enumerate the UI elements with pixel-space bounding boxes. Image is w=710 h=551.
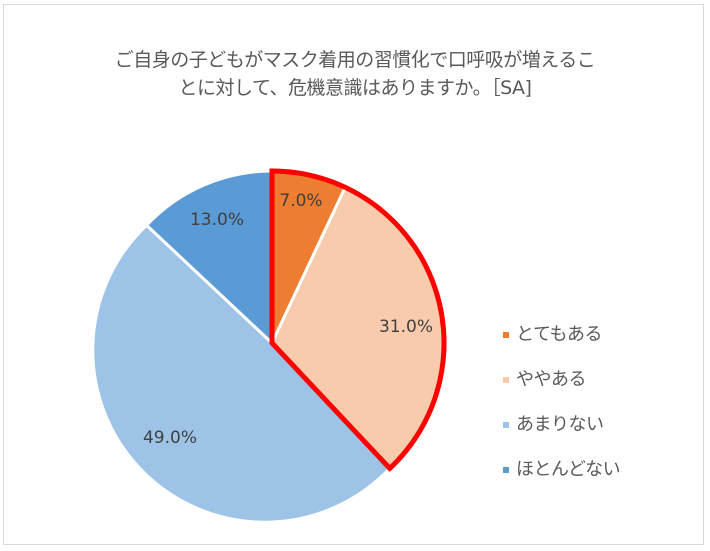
- legend-item-hotondo-nai[interactable]: ほとんどない: [503, 457, 621, 502]
- chart-title-line-1: ご自身の子どもがマスク着用の習慣化で口呼吸が増えるこ: [114, 49, 596, 71]
- legend: とてもある ややある あまりない ほとんどない: [503, 322, 621, 502]
- chart-title: ご自身の子どもがマスク着用の習慣化で口呼吸が増えるこ とに対して、危機意識はあり…: [0, 46, 710, 102]
- data-label-totemo-aru: 7.0%: [279, 191, 322, 211]
- legend-swatch-icon: [503, 377, 509, 383]
- chart-title-line-2: とに対して、危機意識はありますか。［SA]: [178, 77, 532, 99]
- highlight-outline: [269, 168, 447, 472]
- legend-swatch-icon: [503, 467, 509, 473]
- data-label-yaya-aru: 31.0%: [379, 317, 433, 337]
- data-label-hotondo-nai: 13.0%: [190, 210, 244, 230]
- pie-slice-hotondo-nai[interactable]: [145, 169, 274, 345]
- pie-slice-amari-nai[interactable]: [91, 223, 392, 524]
- legend-item-amari-nai[interactable]: あまりない: [503, 412, 620, 457]
- legend-label: ややある: [516, 369, 587, 390]
- legend-swatch-icon: [503, 332, 509, 338]
- legend-label: あまりない: [516, 414, 604, 435]
- legend-swatch-icon: [503, 422, 509, 428]
- legend-item-yaya-aru[interactable]: ややある: [503, 367, 620, 412]
- legend-label: とてもある: [516, 324, 603, 345]
- legend-label: ほとんどない: [516, 459, 621, 480]
- legend-item-totemo-aru[interactable]: とてもある: [503, 322, 620, 367]
- data-label-amari-nai: 49.0%: [143, 428, 197, 448]
